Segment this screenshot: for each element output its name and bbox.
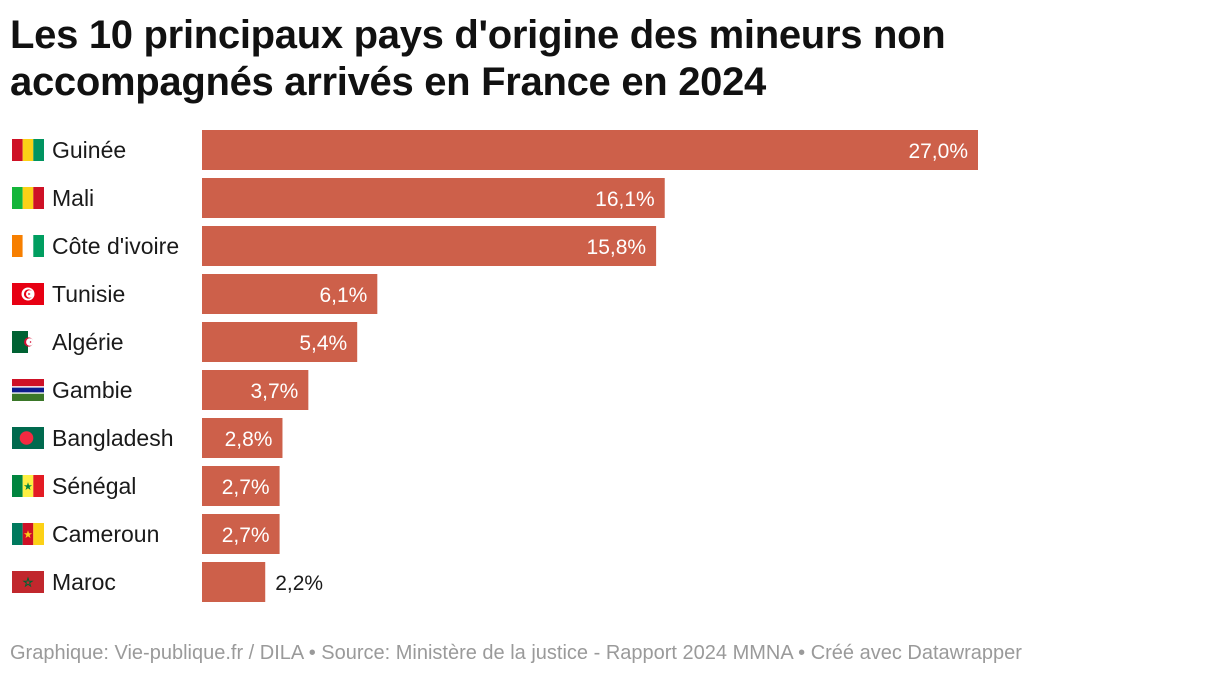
flag-senegal-icon [12, 475, 44, 497]
value-label: 6,1% [319, 284, 367, 307]
category-label: Cameroun [52, 521, 159, 547]
category-label: Sénégal [52, 473, 136, 499]
category-label: Guinée [52, 137, 126, 163]
value-label: 15,8% [587, 236, 647, 259]
value-label: 2,2% [275, 572, 323, 595]
category-label: Tunisie [52, 281, 125, 307]
bar [202, 418, 283, 458]
bar [202, 274, 378, 314]
value-label: 16,1% [595, 188, 655, 211]
bar [202, 562, 266, 602]
flag-cameroon-icon [12, 523, 44, 545]
category-label: Maroc [52, 569, 116, 595]
category-label: Gambie [52, 377, 133, 403]
bar [202, 322, 358, 362]
value-label: 2,7% [222, 524, 270, 547]
flag-morocco-icon [11, 570, 45, 594]
category-label: Côte d'ivoire [52, 233, 179, 259]
value-label: 5,4% [299, 332, 347, 355]
flag-guinea-icon [12, 139, 44, 161]
flag-bangladesh-icon [12, 427, 44, 449]
value-label: 27,0% [908, 140, 968, 163]
bar [202, 514, 280, 554]
category-label: Bangladesh [52, 425, 174, 451]
flag-mali-icon [12, 187, 44, 209]
value-label: 2,7% [222, 476, 270, 499]
bar [202, 178, 665, 218]
bars-group: Guinée 27,0% Mali 16,1% Côte d'ivoire 15,8% Tu… [11, 130, 978, 602]
value-label: 2,8% [225, 428, 273, 451]
bar [202, 130, 978, 170]
chart-title: Les 10 principaux pays d'origine des min… [10, 13, 946, 104]
flag-tunisia-icon [12, 283, 44, 305]
category-label: Mali [52, 185, 94, 211]
value-label: 3,7% [250, 380, 298, 403]
chart-footer: Graphique: Vie-publique.fr / DILA • Sour… [10, 642, 1022, 664]
bar [202, 466, 280, 506]
bar [202, 370, 309, 410]
flag-gambia-icon [12, 379, 44, 401]
flag-ivory-coast-icon [12, 235, 44, 257]
bar [202, 226, 657, 266]
flag-algeria-icon [12, 331, 44, 353]
category-label: Algérie [52, 329, 124, 355]
